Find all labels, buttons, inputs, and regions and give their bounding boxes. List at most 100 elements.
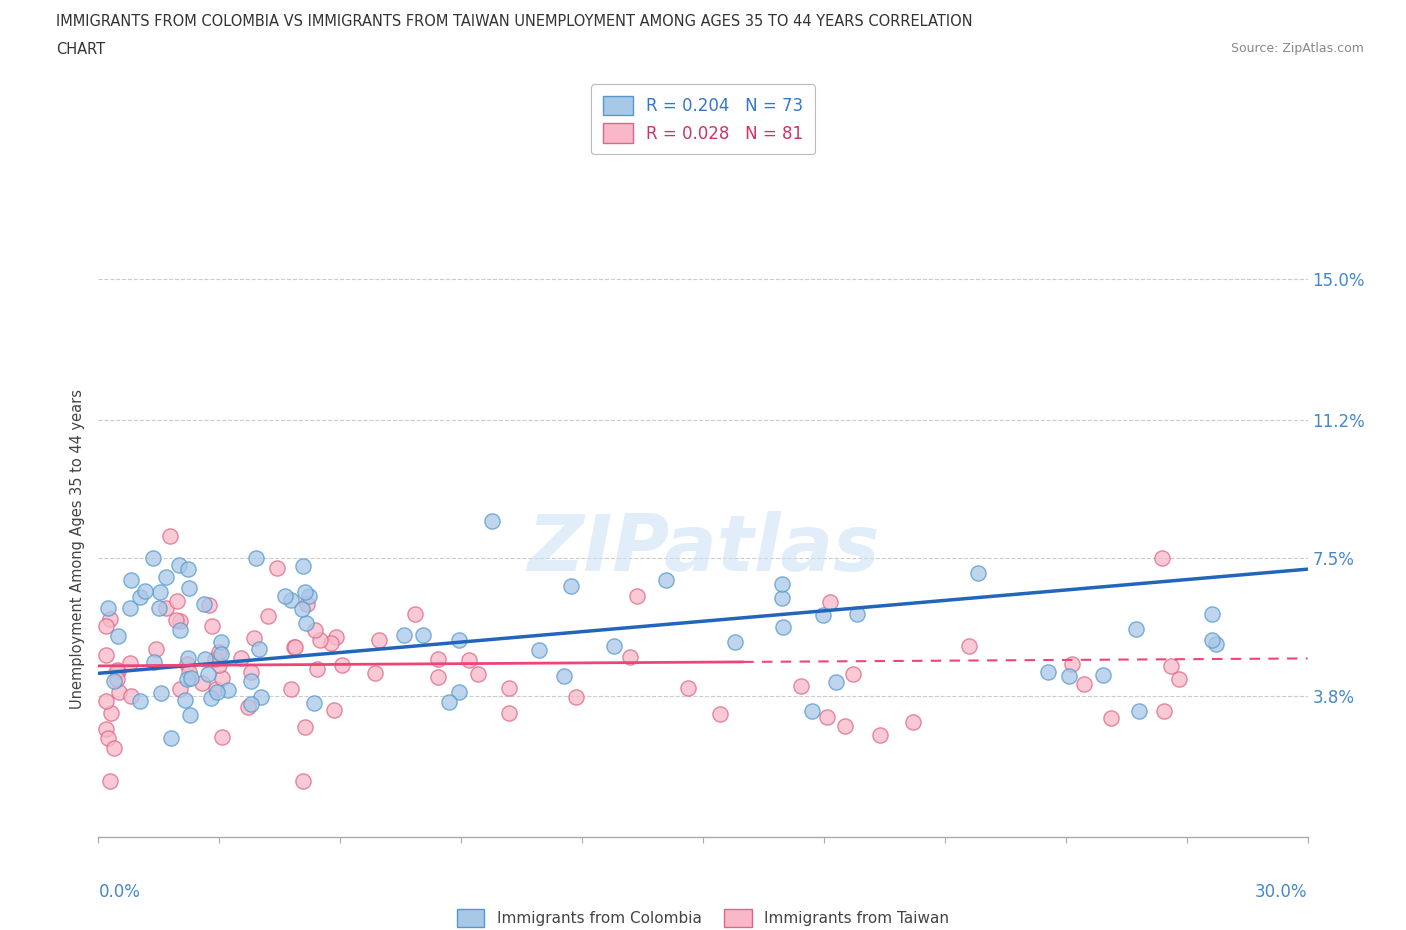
Point xyxy=(565,690,588,705)
Point xyxy=(966,565,988,580)
Point xyxy=(283,640,305,655)
Point xyxy=(105,662,128,677)
Text: Source: ZipAtlas.com: Source: ZipAtlas.com xyxy=(1230,42,1364,55)
Point xyxy=(273,589,295,604)
Point xyxy=(498,705,520,720)
Point xyxy=(120,573,142,588)
Point xyxy=(169,682,191,697)
Point xyxy=(1036,665,1059,680)
Point xyxy=(449,684,471,699)
Point xyxy=(180,671,202,685)
Point xyxy=(901,714,924,729)
Point xyxy=(412,628,434,643)
Point xyxy=(364,666,387,681)
Text: 30.0%: 30.0% xyxy=(1256,884,1308,901)
Point xyxy=(1128,704,1150,719)
Point xyxy=(190,675,212,690)
Point xyxy=(1057,669,1080,684)
Point xyxy=(120,656,142,671)
Point xyxy=(103,673,125,688)
Point xyxy=(194,651,217,666)
Point xyxy=(439,695,461,710)
Point xyxy=(426,651,449,666)
Point xyxy=(321,635,343,650)
Point xyxy=(229,651,252,666)
Point xyxy=(165,613,187,628)
Point xyxy=(107,629,129,644)
Point xyxy=(98,774,121,789)
Point xyxy=(217,683,239,698)
Point xyxy=(120,688,142,703)
Point xyxy=(284,640,307,655)
Point xyxy=(834,719,856,734)
Point xyxy=(619,650,641,665)
Point xyxy=(280,592,302,607)
Point xyxy=(292,558,315,573)
Point xyxy=(239,673,262,688)
Point xyxy=(96,618,118,633)
Point xyxy=(176,657,198,671)
Point xyxy=(179,580,201,595)
Point xyxy=(957,638,980,653)
Point xyxy=(240,697,263,711)
Point xyxy=(307,662,329,677)
Point xyxy=(257,609,280,624)
Point xyxy=(209,634,232,649)
Point xyxy=(159,528,181,543)
Point xyxy=(169,614,191,629)
Point xyxy=(129,590,152,604)
Point xyxy=(298,589,321,604)
Point xyxy=(481,513,503,528)
Point xyxy=(291,602,314,617)
Point xyxy=(129,694,152,709)
Point xyxy=(325,630,347,644)
Point xyxy=(1168,671,1191,686)
Point xyxy=(467,666,489,681)
Point xyxy=(103,740,125,755)
Point xyxy=(243,631,266,645)
Point xyxy=(1073,677,1095,692)
Point xyxy=(626,588,648,603)
Point xyxy=(1060,657,1083,671)
Point xyxy=(167,558,190,573)
Point xyxy=(770,577,793,591)
Point xyxy=(869,727,891,742)
Point xyxy=(295,616,318,631)
Point xyxy=(142,551,165,565)
Text: IMMIGRANTS FROM COLOMBIA VS IMMIGRANTS FROM TAIWAN UNEMPLOYMENT AMONG AGES 35 TO: IMMIGRANTS FROM COLOMBIA VS IMMIGRANTS F… xyxy=(56,14,973,29)
Point xyxy=(330,658,353,672)
Point xyxy=(155,601,177,616)
Point xyxy=(603,638,626,653)
Point xyxy=(245,551,267,565)
Point xyxy=(1201,606,1223,621)
Point xyxy=(97,730,120,745)
Point xyxy=(457,653,479,668)
Point xyxy=(179,708,201,723)
Point xyxy=(447,632,470,647)
Point xyxy=(426,670,449,684)
Point xyxy=(100,706,122,721)
Point xyxy=(676,681,699,696)
Point xyxy=(1150,551,1173,565)
Point xyxy=(266,561,288,576)
Point xyxy=(107,663,129,678)
Point xyxy=(367,632,389,647)
Point xyxy=(97,601,120,616)
Point xyxy=(295,596,318,611)
Point xyxy=(249,690,271,705)
Point xyxy=(322,702,344,717)
Point xyxy=(118,600,141,615)
Point xyxy=(209,646,232,661)
Point xyxy=(304,696,326,711)
Point xyxy=(145,641,167,656)
Point xyxy=(1201,632,1223,647)
Point xyxy=(801,704,824,719)
Point xyxy=(825,674,848,689)
Point xyxy=(845,607,868,622)
Point xyxy=(1091,667,1114,682)
Point xyxy=(304,622,326,637)
Point xyxy=(294,584,316,599)
Point xyxy=(724,635,747,650)
Point xyxy=(709,707,731,722)
Point xyxy=(498,681,520,696)
